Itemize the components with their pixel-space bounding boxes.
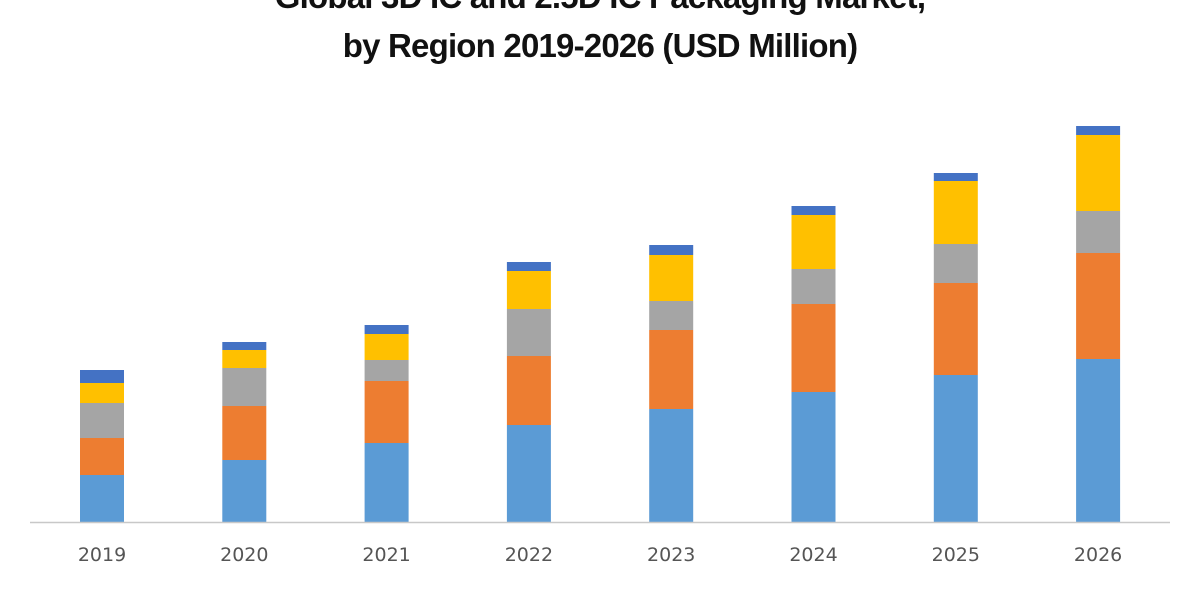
bar-segment-2019-series-1 [80,475,124,522]
bar-segment-2020-series-4 [222,350,267,368]
chart-title-line-2: by Region 2019-2026 (USD Million) [342,27,858,64]
bar-segment-2026-series-2 [1076,253,1121,359]
bar-segment-2024-series-2 [791,304,836,392]
bar-segment-2020-series-5 [222,342,267,350]
x-tick-label: 2025 [932,544,980,566]
bar-segment-2020-series-1 [222,460,267,522]
x-tick-label: 2023 [647,544,695,566]
bar-segment-2022-series-5 [506,262,551,271]
bar-segment-2019-series-2 [80,438,124,475]
bar-segment-2023-series-1 [649,409,694,522]
bar-segment-2026-series-1 [1076,359,1121,522]
bar-segment-2022-series-2 [506,356,551,425]
bar-segment-2021-series-3 [364,360,409,381]
bar-segment-2022-series-4 [506,271,551,309]
x-tick-label: 2026 [1074,544,1122,566]
bar-segment-2024-series-5 [791,206,836,215]
bar-segment-2023-series-4 [649,255,694,301]
bar-segment-2019-series-4 [80,383,124,403]
chart-title-line-1: Global 3D IC and 2.5D IC Packaging Marke… [0,0,1200,16]
bar-segment-2026-series-4 [1076,135,1121,211]
bar-segment-2021-series-4 [364,334,409,360]
bar-segment-2022-series-1 [506,425,551,522]
x-tick-label: 2021 [362,544,410,566]
x-tick-label: 2020 [220,544,268,566]
x-axis-ticks: 2019 2020 2021 2022 2023 2024 2025 2026 [78,544,1122,566]
bar-segment-2025-series-5 [933,173,978,181]
bar-segment-2025-series-4 [933,181,978,244]
bar-segment-2022-series-3 [506,309,551,356]
bar-segment-2023-series-2 [649,330,694,409]
bar-segment-2024-series-3 [791,269,836,304]
bar-segment-2025-series-2 [933,283,978,375]
bar-segment-2023-series-3 [649,301,694,330]
bar-segment-2026-series-5 [1076,126,1121,135]
bar-segment-2023-series-5 [649,245,694,255]
bar-segment-2026-series-3 [1076,211,1121,253]
x-tick-label: 2022 [505,544,553,566]
bar-segment-2024-series-1 [791,392,836,522]
bars [80,126,1121,522]
bar-segment-2024-series-4 [791,215,836,269]
bar-segment-2021-series-1 [364,443,409,522]
bar-segment-2019-series-3 [80,403,124,438]
bar-segment-2020-series-2 [222,406,267,460]
x-tick-label: 2024 [789,544,837,566]
bar-segment-2021-series-5 [364,325,409,334]
bar-segment-2025-series-3 [933,244,978,283]
x-tick-label: 2019 [78,544,126,566]
bar-segment-2020-series-3 [222,368,267,406]
bar-segment-2021-series-2 [364,381,409,443]
bar-segment-2019-series-5 [80,370,124,383]
bar-segment-2025-series-1 [933,375,978,522]
